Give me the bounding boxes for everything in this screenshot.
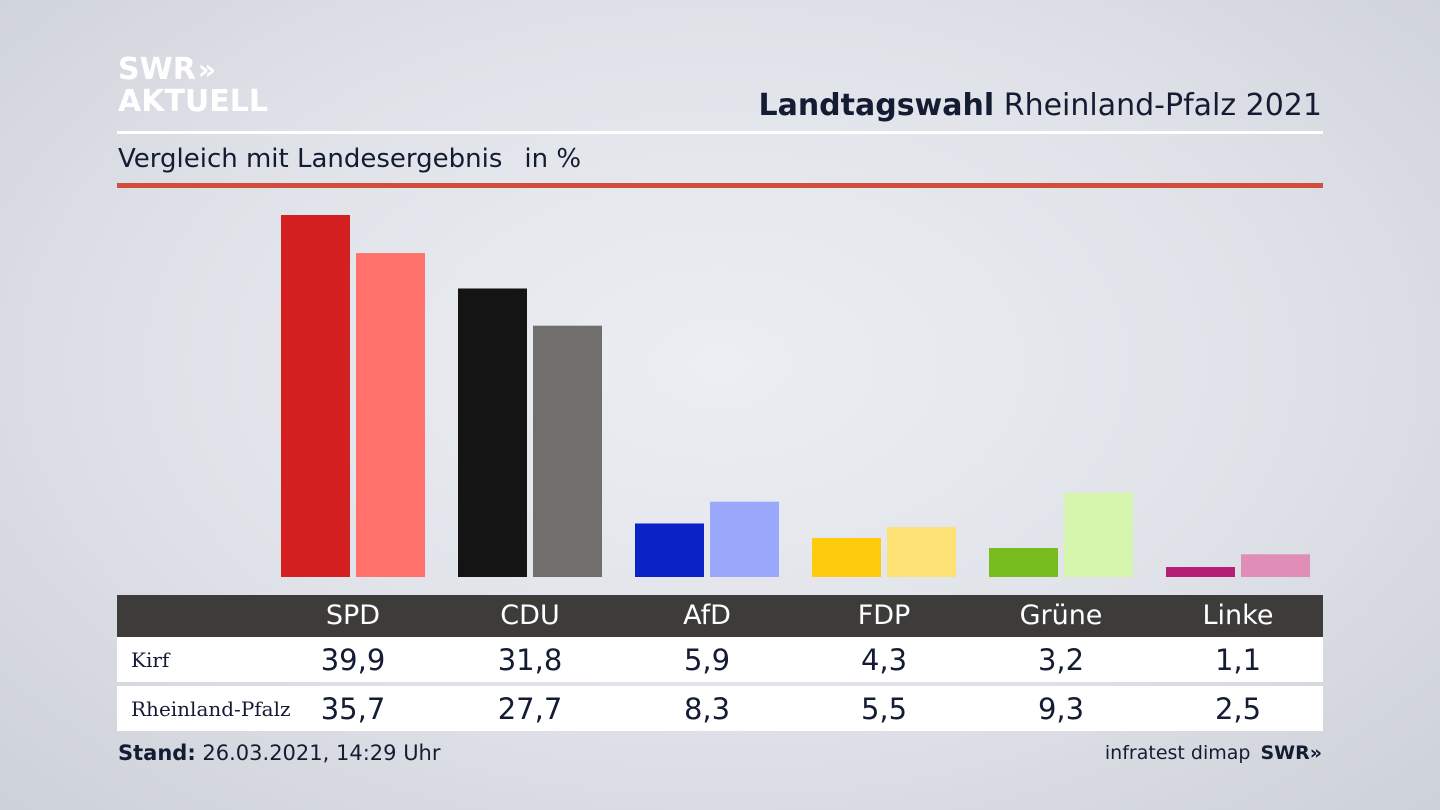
title-bold: Landtagswahl — [758, 88, 995, 123]
column-header: FDP — [857, 600, 911, 631]
column-header: Grüne — [1019, 600, 1103, 631]
table-cell: 5,9 — [683, 643, 731, 677]
title-rest: Rheinland-Pfalz 2021 — [1003, 88, 1322, 123]
table-cell: 31,8 — [497, 643, 563, 677]
swr-aktuell-logo: SWR» AKTUELL — [118, 54, 268, 118]
bar-afd-kirf — [635, 523, 704, 577]
timestamp: Stand: 26.03.2021, 14:29 Uhr — [118, 741, 441, 765]
table-cell: 1,1 — [1214, 643, 1262, 677]
chart-subtitle: Vergleich mit Landesergebnis in % — [118, 144, 581, 174]
source-text: infratest dimap — [1104, 742, 1251, 764]
bar-cdu-kirf — [458, 288, 527, 577]
results-table: SPD CDU AfD FDP Grüne Linke Kirf 39,9 31,8 5,9 4… — [117, 595, 1323, 731]
table-cell: 35,7 — [320, 692, 386, 726]
column-header: SPD — [325, 600, 381, 631]
swr-logo: SWR» — [1260, 742, 1322, 764]
logo-text-swr: SWR — [118, 52, 196, 87]
table-cell: 39,9 — [320, 643, 386, 677]
page-title: Landtagswahl Rheinland-Pfalz 2021 — [758, 88, 1322, 123]
table-cell: 9,3 — [1037, 692, 1085, 726]
column-header: AfD — [683, 600, 731, 631]
bar-cdu-rlp — [533, 325, 602, 577]
table-cell: 8,3 — [683, 692, 731, 726]
table-header: SPD CDU AfD FDP Grüne Linke — [117, 595, 1323, 637]
stand-label: Stand: — [118, 741, 196, 765]
subtitle-unit: in % — [524, 144, 582, 174]
bar-grüne-kirf — [989, 547, 1058, 577]
source-credit: infratest dimap SWR» — [1105, 742, 1322, 764]
subtitle-text: Vergleich mit Landesergebnis — [118, 144, 503, 174]
bar-linke-kirf — [1166, 567, 1235, 577]
table-row: Rheinland-Pfalz 35,7 27,7 8,3 5,5 9,3 2,5 — [117, 686, 1323, 731]
table-cell: 27,7 — [497, 692, 563, 726]
header-divider — [117, 131, 1323, 134]
table-cell: 3,2 — [1037, 643, 1085, 677]
bar-afd-rlp — [710, 501, 779, 577]
subtitle-divider — [117, 183, 1323, 188]
row-label: Rheinland-Pfalz — [131, 697, 291, 721]
bar-spd-rlp — [356, 253, 425, 577]
bar-linke-rlp — [1241, 554, 1310, 577]
bar-spd-kirf — [281, 215, 350, 577]
table-cell: 4,3 — [860, 643, 908, 677]
stand-value: 26.03.2021, 14:29 Uhr — [202, 741, 441, 765]
column-header: CDU — [500, 600, 560, 631]
table-cell: 2,5 — [1214, 692, 1262, 726]
table-row: Kirf 39,9 31,8 5,9 4,3 3,2 1,1 — [117, 637, 1323, 682]
bar-grüne-rlp — [1064, 492, 1133, 577]
bar-fdp-kirf — [812, 537, 881, 577]
logo-text-aktuell: AKTUELL — [118, 84, 269, 119]
bar-fdp-rlp — [887, 527, 956, 577]
row-label: Kirf — [131, 648, 170, 672]
table-cell: 5,5 — [860, 692, 908, 726]
column-header: Linke — [1202, 600, 1274, 631]
